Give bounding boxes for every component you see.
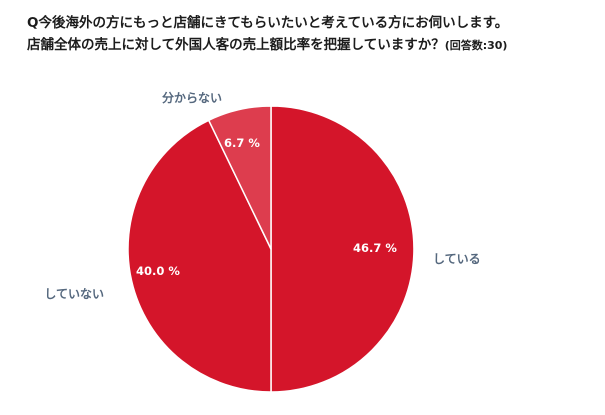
- category-label-shiteiru: している: [433, 252, 481, 266]
- pie-slice-shiteiru: [270, 105, 415, 393]
- pie-slice-shiteinai: [127, 119, 272, 393]
- question-line-2-text: 店舗全体の売上に対して外国人客の売上額比率を把握していますか？: [27, 37, 445, 53]
- question-text: Q今後海外の方にもっと店舗にきてもらいたいと考えている方にお伺いします。 店舗全…: [27, 12, 599, 57]
- value-label-wakaranai: 6.7 %: [224, 136, 260, 150]
- value-label-shiteinai: 40.0 %: [136, 264, 180, 278]
- value-label-shiteiru: 46.7 %: [353, 241, 397, 255]
- pie-labels: 46.7 % している 40.0 % していない 6.7 % 分からない: [44, 90, 480, 301]
- question-line-1: Q今後海外の方にもっと店舗にきてもらいたいと考えている方にお伺いします。: [27, 15, 509, 31]
- response-count: (回答数:30): [444, 39, 508, 52]
- question-line-2: 店舗全体の売上に対して外国人客の売上額比率を把握していますか？(回答数:30): [27, 34, 599, 57]
- category-label-shiteinai: していない: [44, 287, 104, 301]
- pie-slice-wakaranai: [207, 105, 272, 250]
- pie-slices: [127, 105, 415, 393]
- category-label-wakaranai: 分からない: [162, 90, 222, 105]
